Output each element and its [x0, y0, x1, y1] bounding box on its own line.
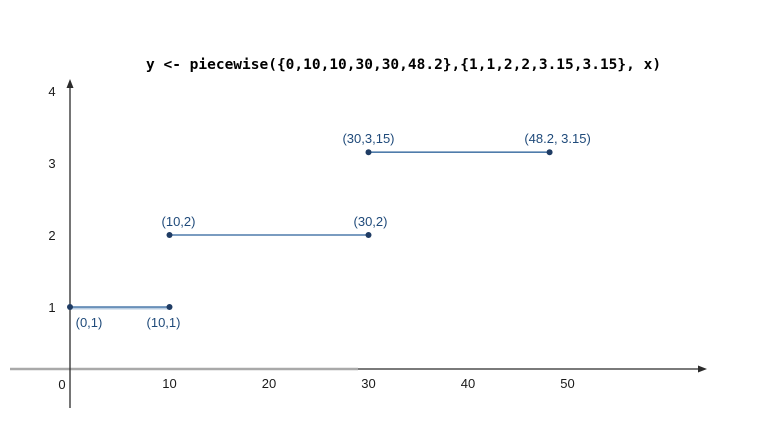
x-tick-label: 50 [560, 376, 574, 391]
x-tick-label: 40 [461, 376, 475, 391]
point-label: (10,2) [162, 214, 196, 229]
y-tick-label: 1 [48, 300, 55, 315]
data-point [166, 232, 173, 238]
point-label: (30,2) [354, 214, 388, 229]
data-point [365, 232, 372, 238]
data-point [546, 149, 553, 156]
origin-label: 0 [58, 377, 65, 392]
point-label: (10,1) [147, 315, 181, 330]
point-label: (48.2, 3.15) [524, 131, 591, 146]
data-point [365, 149, 372, 156]
data-point [67, 304, 73, 310]
x-axis-arrow [698, 365, 707, 373]
x-tick-label: 10 [162, 376, 176, 391]
point-label: (0,1) [76, 315, 103, 330]
plot-title: y <- piecewise({0,10,10,30,30,48.2},{1,1… [146, 57, 662, 73]
y-axis-arrow [66, 79, 74, 88]
x-tick-label: 20 [262, 376, 276, 391]
x-tick-label: 30 [361, 376, 375, 391]
y-tick-label: 4 [48, 84, 55, 99]
y-tick-label: 3 [48, 156, 55, 171]
data-point [166, 304, 173, 310]
y-tick-label: 2 [48, 228, 55, 243]
point-label: (30,3,15) [342, 131, 394, 146]
